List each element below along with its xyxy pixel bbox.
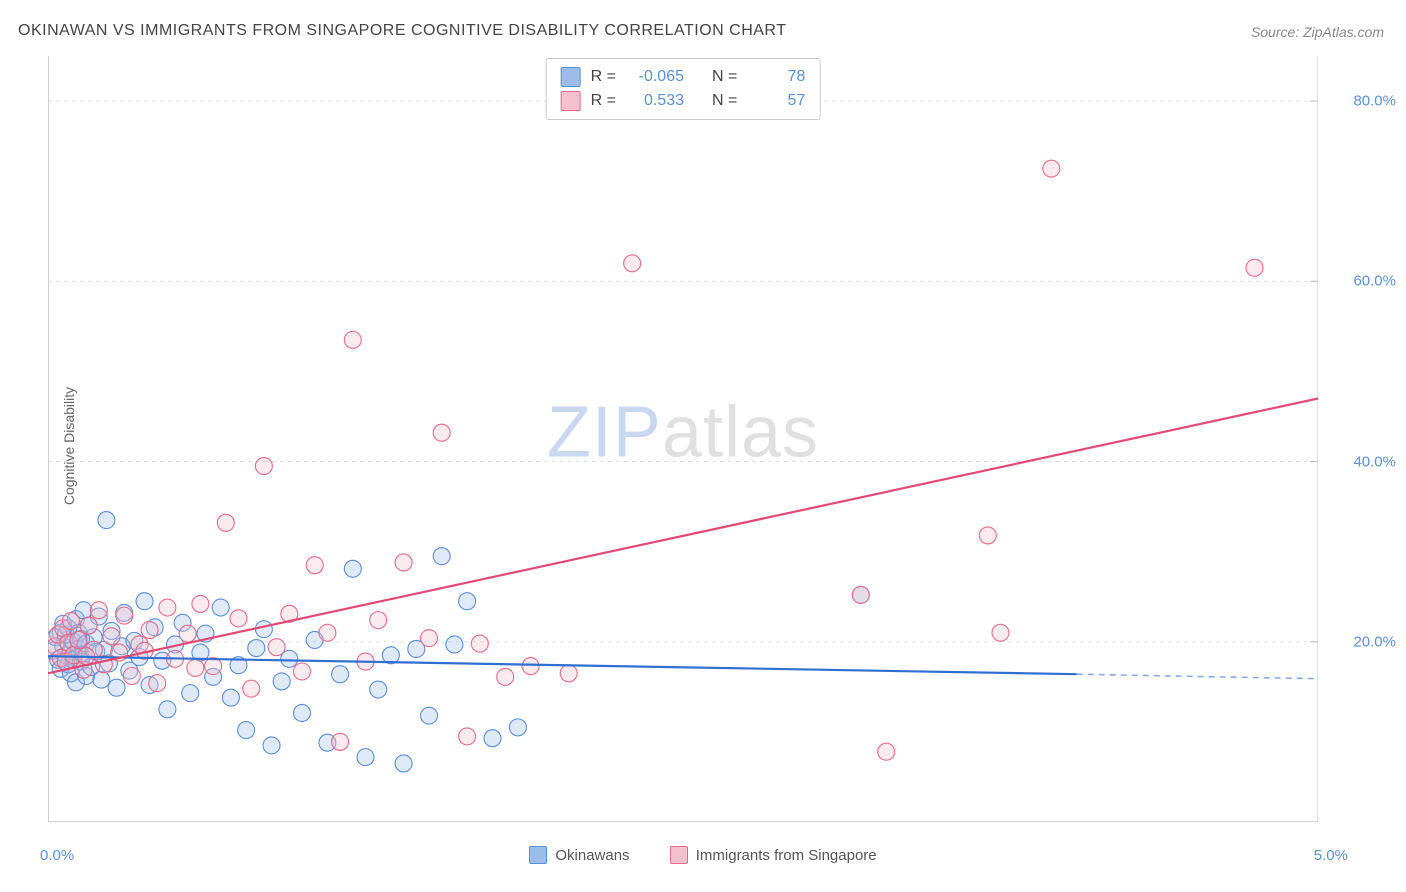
legend-row-singapore: R = 0.533 N = 57 (561, 89, 806, 113)
legend-n-value-singapore: 57 (747, 89, 805, 113)
legend-swatch-icon (670, 846, 688, 864)
y-axis-ticks: 20.0% 40.0% 60.0% 80.0% (1326, 56, 1396, 822)
legend-r-value-okinawans: -0.065 (626, 65, 684, 89)
y-tick-label: 40.0% (1353, 453, 1396, 470)
source-attribution: Source: ZipAtlas.com (1251, 24, 1384, 40)
legend-n-value-okinawans: 78 (747, 65, 805, 89)
series-legend: Okinawans Immigrants from Singapore (0, 846, 1406, 868)
legend-item-okinawans: Okinawans (529, 846, 629, 864)
correlation-legend: R = -0.065 N = 78 R = 0.533 N = 57 (546, 58, 821, 120)
plot-area: ZIPatlas R = -0.065 N = 78 R = 0.533 N =… (48, 56, 1318, 822)
scatter-chart (48, 56, 1318, 822)
y-tick-label: 80.0% (1353, 93, 1396, 110)
chart-title: OKINAWAN VS IMMIGRANTS FROM SINGAPORE CO… (18, 22, 786, 40)
legend-swatch-icon (529, 846, 547, 864)
legend-swatch-okinawans (561, 67, 581, 87)
legend-r-value-singapore: 0.533 (626, 89, 684, 113)
legend-n-label: N = (712, 89, 737, 113)
y-tick-label: 60.0% (1353, 273, 1396, 290)
y-tick-label: 20.0% (1353, 633, 1396, 650)
legend-row-okinawans: R = -0.065 N = 78 (561, 65, 806, 89)
legend-r-label: R = (591, 89, 616, 113)
legend-n-label: N = (712, 65, 737, 89)
legend-item-singapore: Immigrants from Singapore (670, 846, 877, 864)
legend-swatch-singapore (561, 91, 581, 111)
legend-label-singapore: Immigrants from Singapore (696, 847, 877, 864)
legend-label-okinawans: Okinawans (555, 847, 629, 864)
legend-r-label: R = (591, 65, 616, 89)
